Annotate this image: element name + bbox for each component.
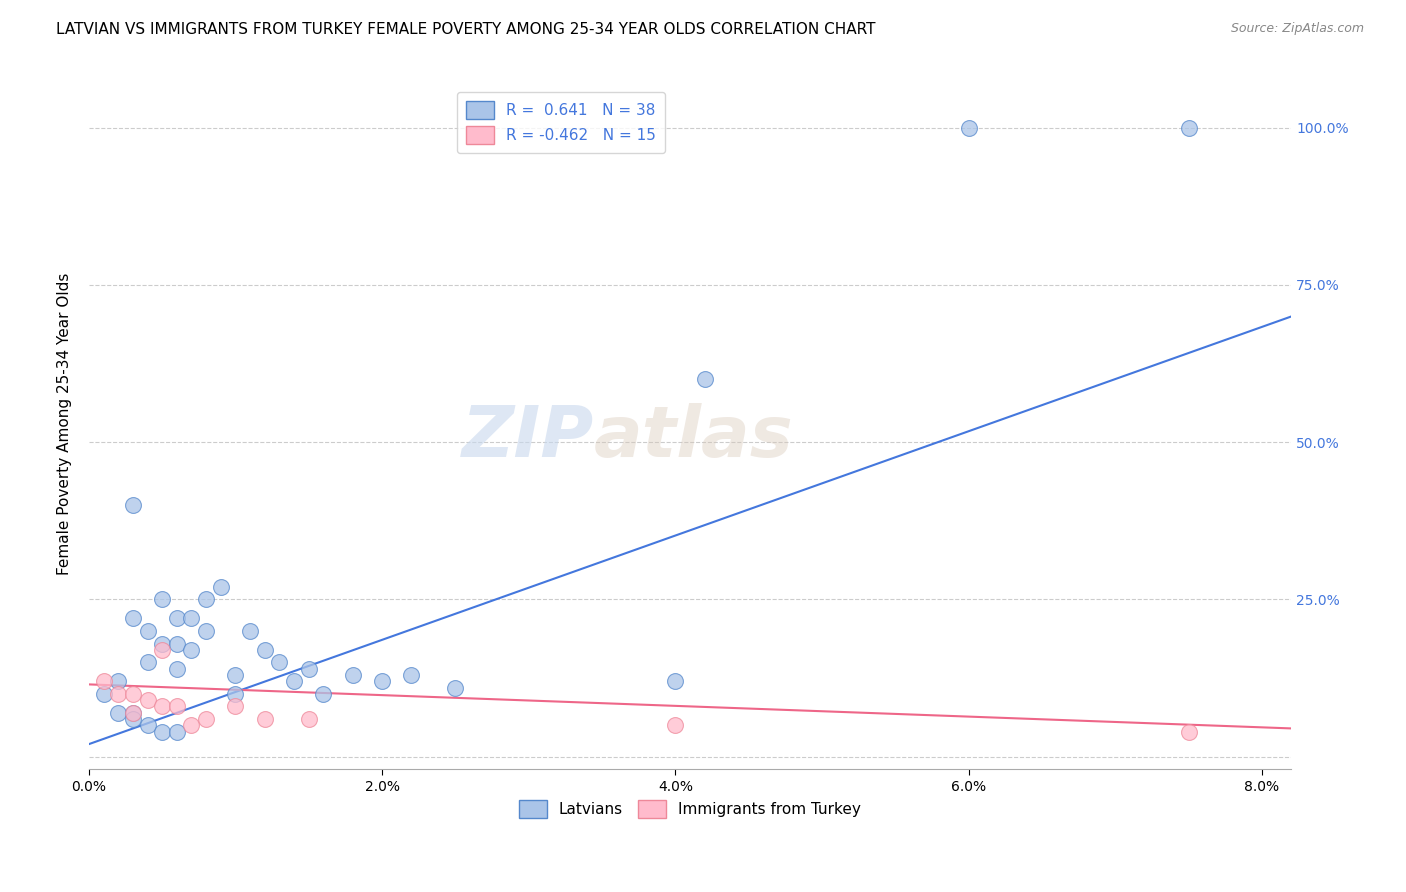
Point [664, 718, 686, 732]
Point [312, 687, 335, 701]
Point [1177, 120, 1199, 135]
Point [269, 656, 291, 670]
Point [224, 687, 246, 701]
Point [283, 674, 305, 689]
Point [166, 611, 188, 625]
Point [371, 674, 394, 689]
Point [121, 687, 143, 701]
Point [150, 642, 173, 657]
Point [180, 718, 202, 732]
Point [180, 611, 202, 625]
Point [166, 699, 188, 714]
Point [121, 498, 143, 512]
Point [136, 624, 159, 638]
Point [224, 668, 246, 682]
Point [166, 724, 188, 739]
Point [253, 642, 276, 657]
Text: Source: ZipAtlas.com: Source: ZipAtlas.com [1230, 22, 1364, 36]
Point [121, 712, 143, 726]
Point [150, 592, 173, 607]
Point [121, 611, 143, 625]
Point [180, 642, 202, 657]
Point [239, 624, 262, 638]
Point [664, 674, 686, 689]
Point [195, 592, 218, 607]
Point [93, 674, 115, 689]
Point [107, 706, 129, 720]
Point [166, 636, 188, 650]
Text: ZIP: ZIP [461, 402, 593, 472]
Text: atlas: atlas [593, 402, 793, 472]
Point [298, 662, 321, 676]
Point [93, 687, 115, 701]
Point [121, 706, 143, 720]
Point [224, 699, 246, 714]
Point [136, 693, 159, 707]
Point [195, 624, 218, 638]
Point [298, 712, 321, 726]
Point [401, 668, 423, 682]
Point [136, 656, 159, 670]
Point [150, 636, 173, 650]
Text: LATVIAN VS IMMIGRANTS FROM TURKEY FEMALE POVERTY AMONG 25-34 YEAR OLDS CORRELATI: LATVIAN VS IMMIGRANTS FROM TURKEY FEMALE… [56, 22, 876, 37]
Point [209, 580, 232, 594]
Point [150, 699, 173, 714]
Point [150, 724, 173, 739]
Point [107, 674, 129, 689]
Point [107, 687, 129, 701]
Point [444, 681, 467, 695]
Point [342, 668, 364, 682]
Point [136, 718, 159, 732]
Point [253, 712, 276, 726]
Point [1177, 724, 1199, 739]
Legend: Latvians, Immigrants from Turkey: Latvians, Immigrants from Turkey [513, 794, 868, 824]
Y-axis label: Female Poverty Among 25-34 Year Olds: Female Poverty Among 25-34 Year Olds [58, 272, 72, 574]
Point [166, 662, 188, 676]
Point [693, 372, 716, 386]
Point [957, 120, 980, 135]
Point [195, 712, 218, 726]
Point [121, 706, 143, 720]
